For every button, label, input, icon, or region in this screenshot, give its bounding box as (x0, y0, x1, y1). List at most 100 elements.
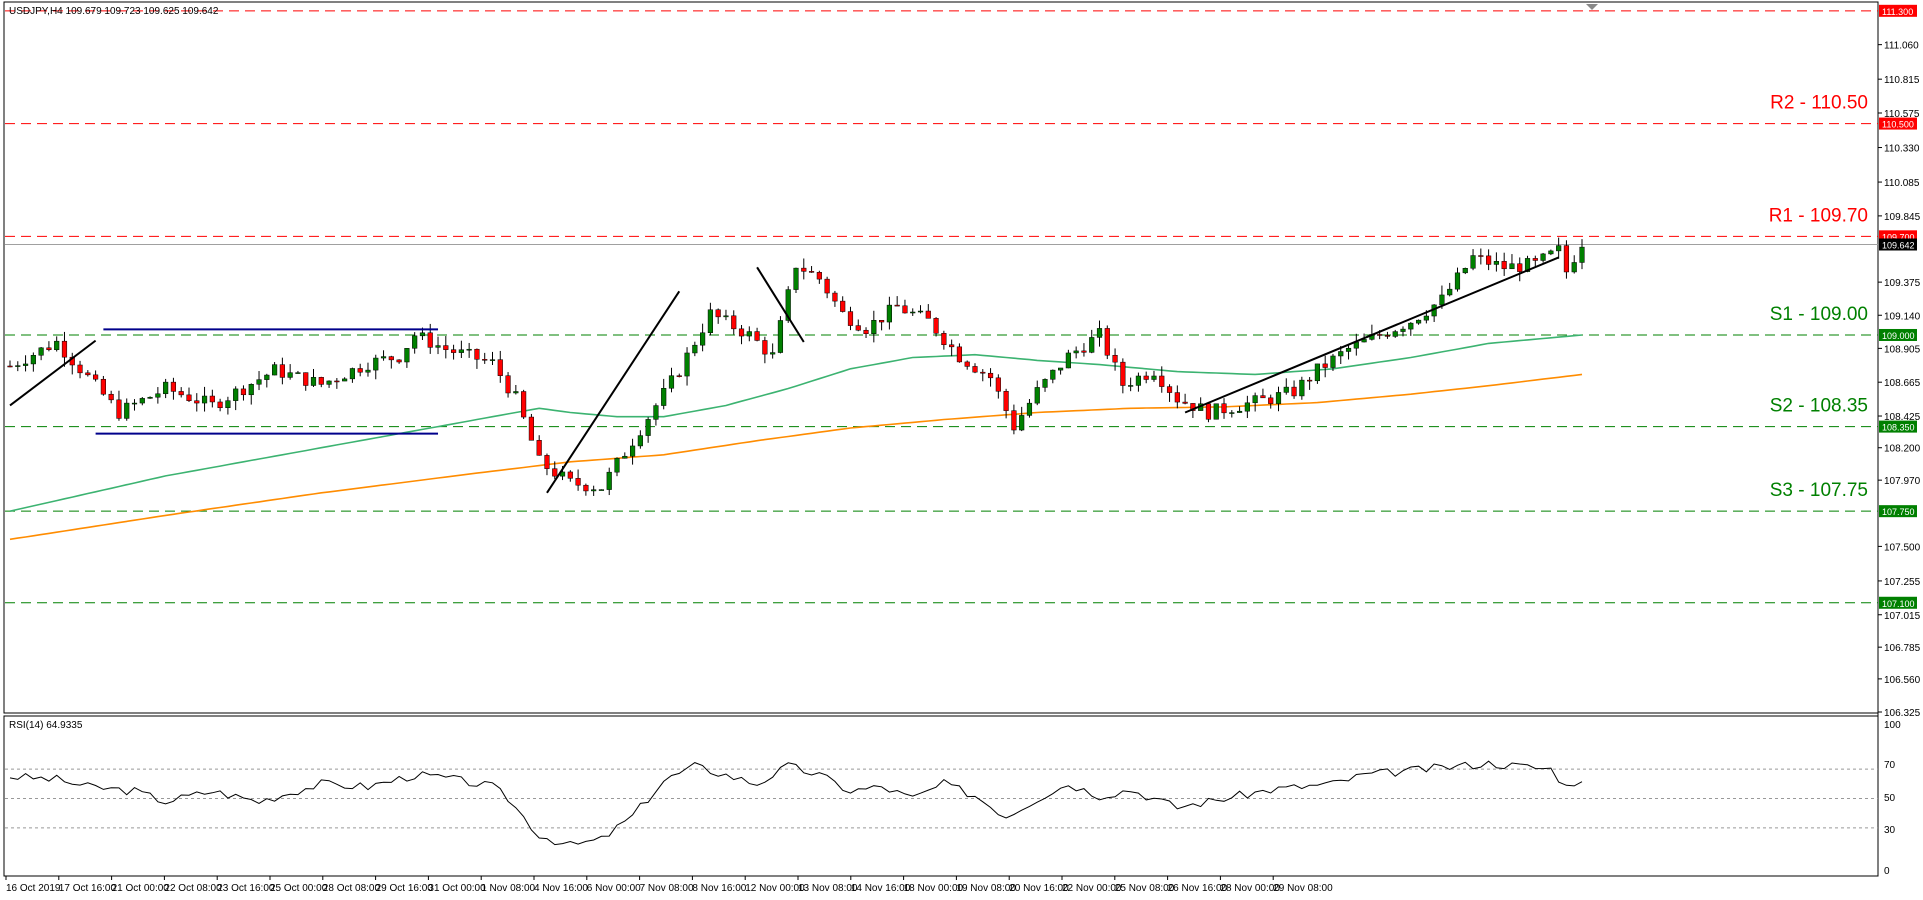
price-tick-label: 107.255 (1884, 577, 1921, 588)
candle-bull (1579, 246, 1585, 263)
candle-bull (917, 310, 924, 313)
candle-bear (1563, 245, 1570, 273)
level-label: S2 - 108.35 (1770, 396, 1868, 417)
level-labels: R3 - 111.30 R2 - 110.50 R1 - 109.70 S1 - 10… (1769, 0, 1868, 501)
candle-bear (240, 388, 247, 396)
candle-bear (100, 378, 106, 395)
current-price-tag-text: 109.642 (1882, 240, 1915, 250)
price-tick-label: 108.425 (1884, 412, 1921, 423)
candle-bear (1104, 328, 1110, 356)
candle-bear (1377, 334, 1383, 336)
candle-bear (1384, 335, 1391, 337)
candle-bear (474, 348, 480, 360)
candle-bear (824, 278, 830, 294)
candle-bear (46, 347, 52, 351)
candle-bull (458, 349, 464, 353)
candle-bull (1089, 337, 1095, 353)
candle-bear (388, 356, 394, 361)
candle-bear (933, 318, 939, 334)
candle-bear (1260, 395, 1266, 399)
candle-bull (1447, 288, 1453, 296)
price-axis-tags: 111.300 110.500 109.700 109.000 108.350 107.7… (1879, 4, 1917, 609)
candle-bull (1058, 367, 1064, 371)
candle-bear (77, 364, 83, 374)
candle-bear (1112, 354, 1118, 363)
candle-bear (762, 340, 768, 355)
rsi-line (9, 760, 1583, 846)
price-tick-label: 110.815 (1884, 75, 1920, 86)
candle-bear (863, 329, 869, 334)
candle-bull (264, 374, 270, 380)
candle-bull (653, 405, 659, 420)
candle-bull (1151, 375, 1157, 380)
candle-bull (1229, 412, 1235, 414)
candle-bear (505, 375, 511, 394)
candle-bear (995, 377, 1001, 392)
time-label: 23 Oct 16:00 (217, 883, 275, 894)
time-label: 1 Nov 08:00 (481, 883, 535, 894)
candle-bull (1392, 331, 1398, 337)
price-tick-label: 110.575 (1884, 109, 1920, 120)
candle-bull (1252, 395, 1258, 404)
candle-bull (1283, 386, 1289, 393)
time-label: 4 Nov 16:00 (534, 883, 588, 894)
candle-bear (715, 309, 721, 318)
candles (7, 237, 1585, 496)
candle-bear (552, 468, 558, 477)
candle-bull (310, 377, 317, 386)
time-label: 18 Nov 00:00 (904, 883, 964, 894)
price-tick-label: 107.500 (1884, 542, 1921, 553)
candle-bull (1470, 255, 1476, 269)
candle-bull (1073, 350, 1079, 354)
candle-bull (139, 398, 145, 404)
candle-bear (987, 372, 994, 379)
time-label: 16 Oct 2019 (6, 883, 61, 894)
trend-line (756, 266, 805, 343)
candle-bull (1244, 402, 1250, 412)
candle-bear (1166, 386, 1173, 393)
candle-bear (1190, 403, 1196, 411)
trend-line (9, 339, 97, 407)
rsi-indicator (5, 760, 1878, 846)
candle-bear (1486, 255, 1492, 265)
candle-bear (536, 440, 542, 456)
level-price-tag-text: 107.100 (1882, 599, 1915, 609)
candle-bear (731, 315, 737, 330)
candle-bull (622, 455, 628, 459)
price-tick-label: 108.665 (1884, 378, 1921, 389)
candle-bear (497, 359, 503, 376)
candle-bear (7, 365, 13, 368)
candle-bull (489, 359, 496, 361)
level-price-tag-text: 107.750 (1882, 507, 1915, 517)
main-plot-frame (3, 1, 1879, 714)
sr-levels (5, 10, 1878, 604)
candle-bear (1143, 375, 1149, 380)
candle-bear (847, 311, 854, 326)
price-tick-label: 109.375 (1884, 278, 1921, 289)
candle-bull (380, 356, 387, 359)
candle-bull (629, 445, 636, 457)
candle-bull (342, 378, 348, 382)
candle-bear (318, 377, 324, 385)
rsi-label: RSI(14) 64.9335 (9, 720, 83, 731)
candle-bull (910, 311, 916, 314)
candle-bull (793, 267, 799, 290)
candle-bull (684, 352, 690, 377)
symbol-info: USDJPY,H4 109.679 109.723 109.625 109.64… (9, 6, 219, 17)
time-label: 13 Nov 08:00 (798, 883, 858, 894)
candle-bear (528, 416, 534, 441)
time-label: 25 Oct 00:00 (270, 883, 328, 894)
candle-bull (1128, 385, 1134, 387)
candle-bear (754, 331, 760, 341)
candle-bull (1236, 410, 1243, 413)
candle-bull (326, 380, 332, 385)
candle-bear (816, 272, 822, 280)
candle-bull (1275, 392, 1282, 404)
candle-bull (1042, 379, 1048, 388)
candle-bull (700, 332, 706, 346)
candle-bull (513, 391, 519, 394)
candle-bull (1096, 328, 1103, 338)
candle-bear (194, 400, 200, 404)
candle-bear (116, 399, 122, 419)
